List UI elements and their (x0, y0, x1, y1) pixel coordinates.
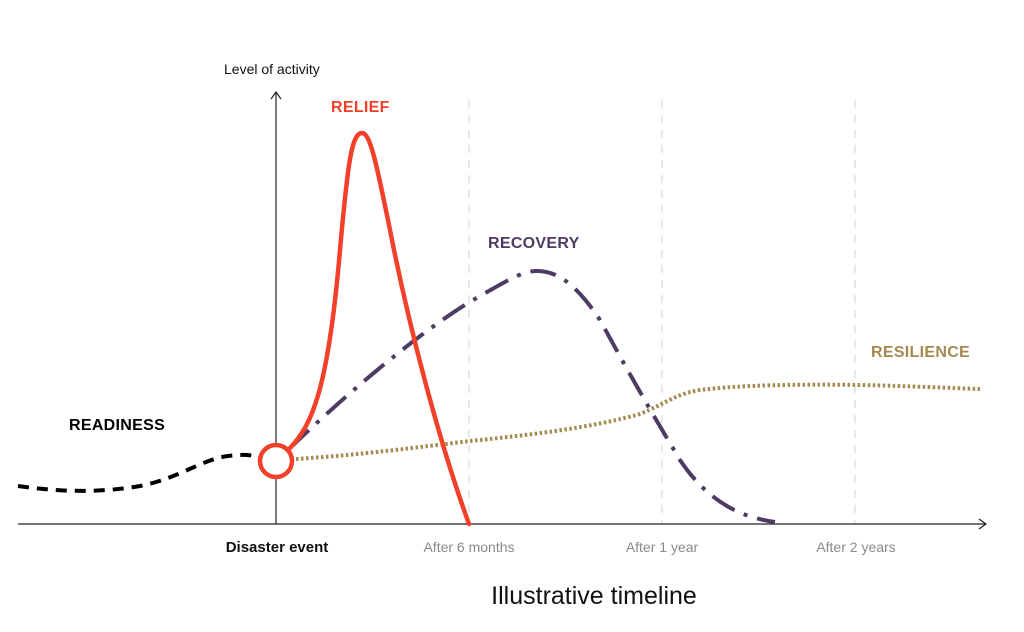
y-axis-label: Level of activity (224, 61, 320, 77)
tick-label-1-year: After 1 year (626, 539, 699, 555)
resilience-curve (295, 382, 981, 461)
relief-label: RELIEF (331, 99, 390, 116)
tick-label-2-years: After 2 years (816, 539, 895, 555)
x-axis-title: Illustrative timeline (491, 582, 697, 610)
disaster-event-marker (257, 442, 295, 480)
resilience-label: RESILIENCE (871, 344, 970, 361)
readiness-curve (17, 452, 259, 493)
recovery-label: RECOVERY (488, 235, 580, 252)
tick-label-disaster-event: Disaster event (226, 539, 329, 556)
readiness-label: READINESS (69, 417, 165, 434)
y-axis-arrow (270, 90, 282, 100)
tick-label-6-months: After 6 months (423, 539, 514, 555)
x-axis-arrow (978, 518, 988, 530)
recovery-curve (288, 268, 776, 524)
relief-curve (287, 130, 472, 527)
